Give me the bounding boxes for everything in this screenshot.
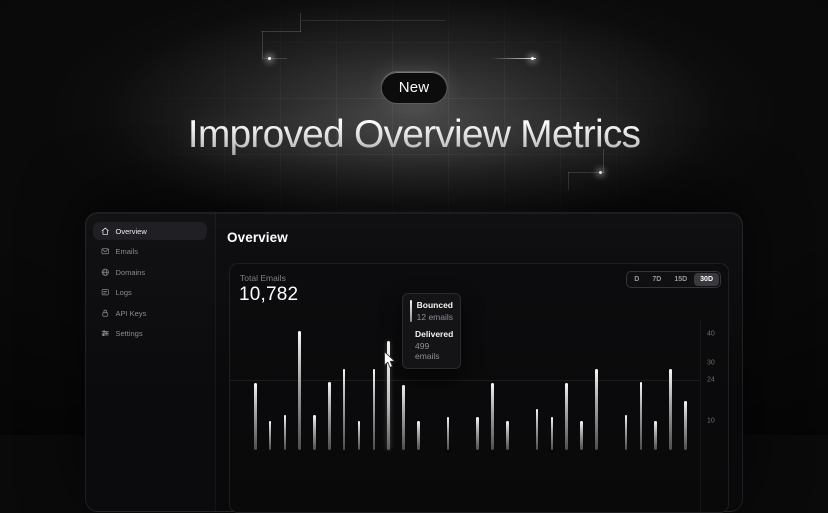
chart-bar-0[interactable] <box>254 383 257 450</box>
dashboard-panel: Overview Emails Domains Logs API Keys Setting… <box>85 212 743 513</box>
tooltip-entry-bounced: Bounced 12 emails <box>410 300 453 322</box>
lock-icon <box>101 309 110 318</box>
sidebar-item-label: API Keys <box>115 308 147 318</box>
chart-bar-3[interactable] <box>298 331 301 450</box>
sidebar-item-emails[interactable]: Emails <box>94 244 206 260</box>
chart-bar-19[interactable] <box>535 409 539 450</box>
chart-bar-7[interactable] <box>357 421 361 450</box>
chart-bar-23[interactable] <box>595 368 598 450</box>
tooltip-title: Bounced <box>416 300 453 310</box>
chart-bar-11[interactable] <box>417 421 420 450</box>
chart-bar-26[interactable] <box>639 381 643 450</box>
tooltip-entry-delivered: Delivered 499 emails <box>410 329 453 361</box>
range-selector: D 7D 15D 30D <box>626 271 721 288</box>
sidebar-item-overview[interactable]: Overview <box>94 223 206 239</box>
y-tick-40: 40 <box>707 330 715 338</box>
sidebar-item-label: Overview <box>115 226 147 236</box>
chart-tooltip: Bounced 12 emails Delivered 499 emails <box>402 293 461 369</box>
new-badge-label: New <box>398 79 430 96</box>
chart-bar-17[interactable] <box>506 421 509 450</box>
tooltip-title: Delivered <box>415 329 454 339</box>
sidebar-item-label: Domains <box>115 267 146 277</box>
chart-bar-2[interactable] <box>283 415 287 450</box>
y-tick-10: 10 <box>707 417 715 425</box>
tooltip-value: 499 emails <box>415 341 440 361</box>
sidebar-item-settings[interactable]: Settings <box>94 326 206 342</box>
logs-icon <box>101 288 110 297</box>
stat-value: 10,782 <box>239 284 299 305</box>
chart-bar-28[interactable] <box>669 368 672 450</box>
chart-bar-5[interactable] <box>328 381 331 450</box>
chart-bar-27[interactable] <box>654 421 657 450</box>
chart-bar-13[interactable] <box>446 416 450 450</box>
stat-label: Total Emails <box>240 273 286 283</box>
sidebar-item-logs[interactable]: Logs <box>94 285 206 301</box>
chart-bar-15[interactable] <box>476 416 479 450</box>
globe-icon <box>101 268 110 277</box>
sidebar: Overview Emails Domains Logs API Keys Setting… <box>86 213 216 511</box>
chart-bar-10[interactable] <box>402 384 405 450</box>
mail-icon <box>101 247 110 256</box>
tooltip-value: 12 emails <box>416 312 454 322</box>
chart-bar-25[interactable] <box>624 415 628 450</box>
chart-bar-1[interactable] <box>268 421 272 450</box>
chart-area[interactable]: 40 30 24 10 <box>230 264 728 512</box>
y-tick-30: 30 <box>707 359 715 367</box>
chart-bar-16[interactable] <box>491 383 494 450</box>
tooltip-series-bar <box>410 300 412 322</box>
gridline-24 <box>230 380 700 382</box>
sidebar-item-label: Logs <box>115 288 132 297</box>
sidebar-item-domains[interactable]: Domains <box>94 264 206 280</box>
chart-bar-22[interactable] <box>580 421 583 450</box>
range-option-30d[interactable]: 30D <box>694 273 719 286</box>
chart-bar-8[interactable] <box>372 368 376 450</box>
sidebar-item-label: Settings <box>115 329 143 338</box>
chart-bar-20[interactable] <box>550 416 554 450</box>
y-tick-24: 24 <box>707 376 715 384</box>
overview-heading: Overview <box>227 230 288 245</box>
range-option-15d[interactable]: 15D <box>674 276 688 283</box>
sliders-icon <box>101 329 110 338</box>
chart-bar-4[interactable] <box>313 415 316 450</box>
chart-bar-6[interactable] <box>342 368 346 450</box>
total-emails-card: 40 30 24 10 Total Emails 10,782 D 7D 15D 30D B… <box>229 263 729 513</box>
mouse-cursor <box>383 350 397 374</box>
sidebar-item-label: Emails <box>115 247 139 256</box>
range-option-d[interactable]: D <box>634 276 640 283</box>
page-title: Improved Overview Metrics <box>0 113 828 157</box>
chart-bar-9[interactable] <box>387 341 390 450</box>
y-axis-line <box>700 320 701 512</box>
chart-bar-21[interactable] <box>565 383 568 450</box>
sidebar-item-api-keys[interactable]: API Keys <box>94 305 206 321</box>
chart-bar-29[interactable] <box>684 400 687 450</box>
new-badge: New <box>380 71 448 104</box>
range-option-7d[interactable]: 7D <box>652 276 662 283</box>
sidebar-nav: Overview Emails Domains Logs API Keys Setting… <box>94 223 207 342</box>
home-icon <box>101 227 110 236</box>
